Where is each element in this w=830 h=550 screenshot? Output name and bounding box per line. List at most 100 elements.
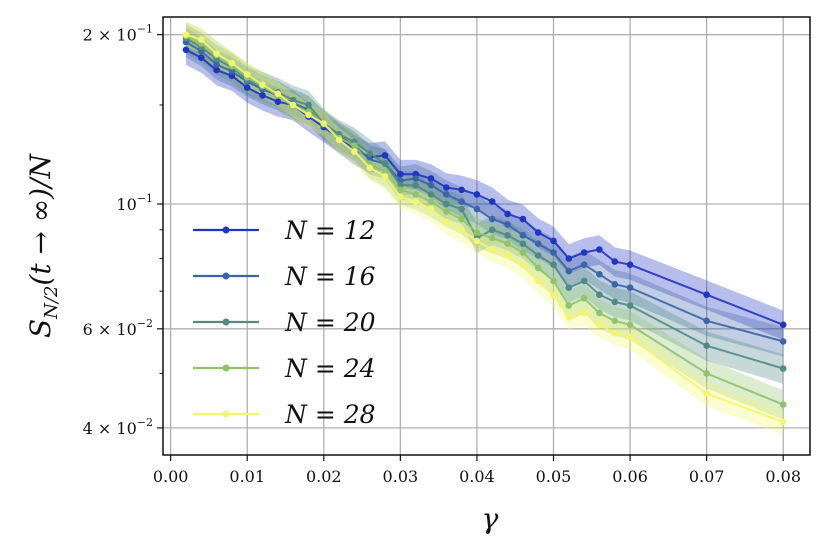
legend-marker bbox=[222, 318, 230, 326]
data-point bbox=[611, 258, 619, 265]
data-point bbox=[534, 277, 542, 285]
axes-frame bbox=[162, 16, 811, 456]
x-axis-label: γ bbox=[482, 502, 499, 535]
legend-item: N = 16 bbox=[193, 262, 376, 291]
y-axis-label: SN/2(t → ∞)/N bbox=[24, 152, 62, 338]
data-point bbox=[580, 249, 588, 256]
legend-marker bbox=[222, 410, 230, 418]
data-point bbox=[305, 101, 312, 109]
data-point bbox=[473, 237, 481, 245]
legend-marker bbox=[222, 272, 230, 280]
data-point bbox=[504, 252, 511, 259]
data-point bbox=[488, 234, 496, 242]
x-tick-label: 0.03 bbox=[383, 467, 419, 486]
y-tick-label: 10−1 bbox=[116, 192, 153, 214]
data-point bbox=[504, 240, 511, 247]
data-point bbox=[534, 229, 542, 236]
x-tick-label: 0.01 bbox=[229, 467, 265, 486]
x-axis-ticks: 0.00 0.01 0.02 0.03 0.04 0.05 0.06 0.07 0.08 bbox=[153, 455, 801, 486]
x-tick-label: 0.04 bbox=[459, 467, 495, 486]
series-lines bbox=[182, 31, 787, 426]
legend-marker bbox=[222, 226, 230, 234]
legend-label: N = 20 bbox=[284, 308, 376, 337]
data-point bbox=[213, 66, 220, 74]
x-tick-label: 0.07 bbox=[689, 467, 725, 486]
data-point bbox=[580, 295, 588, 302]
data-point bbox=[519, 215, 527, 223]
legend-item: N = 20 bbox=[193, 308, 376, 337]
data-point bbox=[626, 261, 634, 269]
data-point bbox=[458, 186, 465, 194]
data-point bbox=[611, 317, 619, 325]
data-point bbox=[473, 191, 481, 198]
data-point bbox=[488, 215, 496, 223]
data-point bbox=[351, 148, 358, 155]
data-point bbox=[550, 291, 557, 299]
data-point bbox=[550, 277, 557, 285]
data-point bbox=[458, 226, 465, 234]
y-label-part: N/2 bbox=[41, 286, 62, 320]
data-point bbox=[366, 150, 374, 157]
data-point bbox=[779, 418, 787, 426]
data-point bbox=[381, 152, 389, 159]
data-point bbox=[550, 249, 557, 256]
data-point bbox=[488, 246, 496, 253]
data-point bbox=[580, 309, 588, 317]
data-point bbox=[703, 342, 710, 350]
data-point bbox=[488, 226, 496, 234]
data-point bbox=[351, 142, 358, 149]
data-point bbox=[458, 215, 465, 223]
y-tick-mantissa: 10 bbox=[116, 195, 136, 214]
error-band-series-0 bbox=[186, 35, 784, 340]
data-point bbox=[397, 193, 404, 201]
data-point bbox=[626, 284, 634, 292]
data-point bbox=[596, 271, 603, 278]
x-tick-label: 0.05 bbox=[536, 467, 572, 486]
data-point bbox=[443, 208, 450, 215]
data-point bbox=[473, 229, 481, 236]
y-tick-mantissa: 2 × 10 bbox=[83, 26, 137, 45]
y-tick-label: 4 × 10−2 bbox=[83, 416, 153, 438]
data-point bbox=[596, 291, 603, 299]
data-point bbox=[504, 232, 511, 239]
y-tick-exponent: −1 bbox=[137, 23, 153, 36]
data-point bbox=[596, 246, 603, 253]
data-point bbox=[443, 191, 450, 198]
data-point bbox=[779, 338, 787, 345]
legend-item: N = 28 bbox=[193, 400, 376, 429]
data-point bbox=[703, 390, 710, 398]
y-tick-label: 6 × 10−2 bbox=[83, 317, 153, 339]
plot-frame bbox=[162, 16, 811, 456]
legend: N = 12 N = 16 N = 20 N = 24 N = 28 bbox=[193, 216, 376, 429]
data-point bbox=[412, 175, 420, 182]
y-axis-ticks: 2 × 10−110−16 × 10−24 × 10−2 bbox=[83, 23, 163, 438]
data-point bbox=[289, 96, 297, 104]
data-point bbox=[274, 98, 282, 105]
data-point bbox=[243, 71, 251, 78]
data-point bbox=[611, 281, 619, 288]
data-point bbox=[703, 291, 710, 299]
data-point bbox=[550, 237, 557, 245]
data-point bbox=[519, 249, 527, 256]
data-point bbox=[565, 302, 573, 309]
x-tick-label: 0.08 bbox=[765, 467, 801, 486]
y-tick-exponent: −2 bbox=[137, 416, 153, 429]
legend-label: N = 28 bbox=[284, 400, 376, 429]
data-point bbox=[274, 90, 282, 98]
data-point bbox=[397, 186, 404, 194]
error-bands bbox=[186, 21, 784, 435]
data-point bbox=[534, 264, 542, 272]
data-point bbox=[626, 321, 634, 329]
data-point bbox=[565, 267, 573, 275]
data-point bbox=[779, 401, 787, 408]
y-tick-exponent: −1 bbox=[137, 192, 153, 205]
error-band-series-4 bbox=[186, 22, 784, 435]
data-point bbox=[182, 46, 190, 54]
x-tick-label: 0.02 bbox=[306, 467, 342, 486]
data-point bbox=[580, 261, 588, 269]
legend-label: N = 12 bbox=[284, 216, 376, 245]
x-tick-label: 0.00 bbox=[153, 467, 189, 486]
data-point bbox=[182, 31, 190, 38]
legend-marker bbox=[222, 364, 230, 372]
